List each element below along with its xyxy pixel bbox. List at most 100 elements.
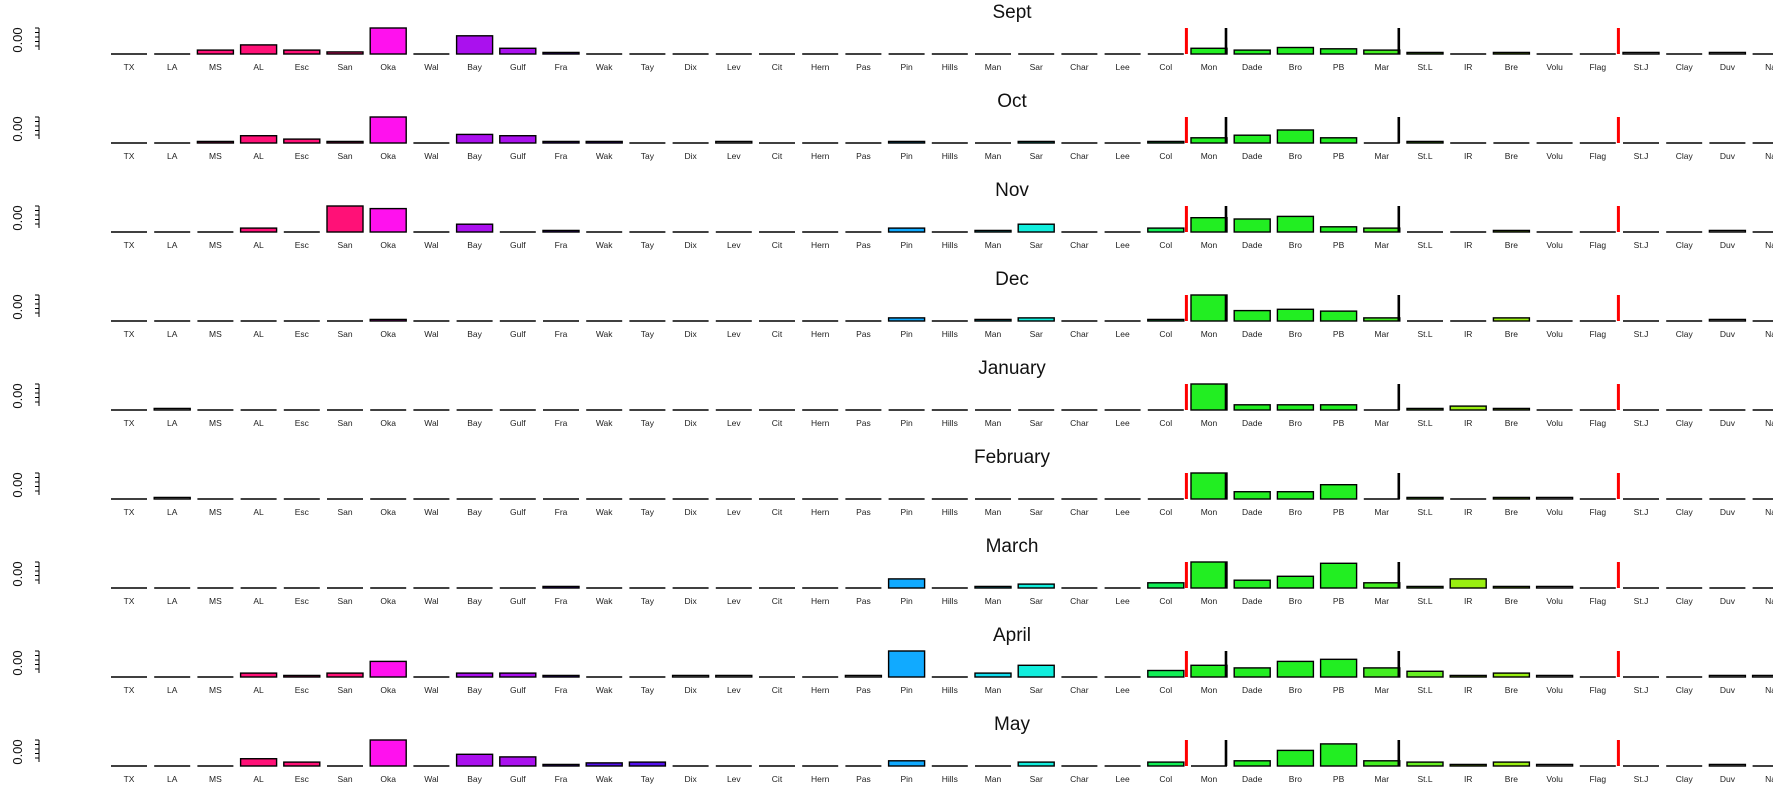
category-label: Esc [295,240,310,250]
category-label: Lev [727,685,741,695]
category-label: AL [253,62,264,72]
category-label: San [337,685,352,695]
category-label: IR [1464,596,1473,606]
category-label: Mar [1374,418,1389,428]
category-label: Esc [295,685,310,695]
bar-pb [1319,137,1358,144]
category-label: Bro [1289,418,1303,428]
bar-bay [455,133,494,144]
category-label: IR [1464,329,1473,339]
category-label: Bre [1505,596,1519,606]
category-label: Sar [1030,62,1043,72]
category-label: Pas [856,240,871,250]
category-label: Duv [1720,418,1736,428]
category-label: Bro [1289,240,1303,250]
category-label: Tay [641,596,655,606]
bar-col [1147,140,1185,144]
category-label: Bay [467,418,482,428]
category-label: TX [124,507,135,517]
bar-mar [1363,317,1401,322]
category-label: MS [209,685,222,695]
category-label: Na [1765,596,1773,606]
category-label: IR [1464,418,1473,428]
bar-dade [1233,667,1271,678]
bar-ir [1449,674,1487,678]
bar-dade [1233,309,1271,322]
bar-sar [1017,140,1055,144]
category-label: Man [985,774,1002,784]
bar-duv [1708,51,1747,55]
category-label: Bro [1289,596,1303,606]
category-label: Clay [1676,240,1694,250]
category-label: Flag [1590,418,1607,428]
category-label: IR [1464,774,1473,784]
bar-st.l [1406,407,1444,411]
bar-mon [1190,216,1228,233]
category-label: Sar [1030,151,1043,161]
bar-bro [1276,575,1315,589]
category-label: Dade [1242,774,1263,784]
bar-volu [1535,763,1574,767]
bar-al [239,758,278,767]
category-label: Esc [295,596,310,606]
category-label: Pin [900,596,913,606]
bar-sar [1017,583,1055,589]
category-label: MS [209,329,222,339]
bar-bro [1276,215,1315,233]
category-label: Dade [1242,240,1263,250]
bar-pb [1319,484,1358,500]
category-label: PB [1333,62,1345,72]
category-label: Pin [900,418,913,428]
category-label: Na [1765,329,1773,339]
bar-duv [1708,763,1747,767]
category-label: Bay [467,507,482,517]
category-label: PB [1333,151,1345,161]
category-label: IR [1464,62,1473,72]
category-label: IR [1464,240,1473,250]
category-label: Clay [1676,62,1694,72]
category-label: Pin [900,62,913,72]
category-label: Mar [1374,62,1389,72]
bar-al [239,227,278,233]
bar-bro [1276,129,1315,144]
panel-title: May [994,714,1030,735]
bar-mon [1190,561,1228,589]
y-tick-label: 0.00 [10,27,25,52]
category-label: Pin [900,240,913,250]
bar-san [326,51,364,55]
category-label: Mar [1374,151,1389,161]
category-label: St.L [1417,596,1432,606]
category-label: MS [209,151,222,161]
category-label: Flag [1590,151,1607,161]
bar-col [1147,227,1185,233]
category-label: San [337,507,352,517]
category-label: Fra [555,596,568,606]
bar-lev [715,140,753,144]
category-label: San [337,596,352,606]
bar-man [974,672,1012,678]
category-label: LA [167,774,178,784]
category-label: Dade [1242,329,1263,339]
y-tick-label: 0.00 [10,739,25,764]
bar-mar [1363,227,1401,233]
bar-wak [585,140,623,144]
panel-title: February [974,447,1051,468]
category-label: Man [985,685,1002,695]
category-label: TX [124,151,135,161]
category-label: San [337,329,352,339]
category-label: Gulf [510,507,526,517]
category-label: Oka [380,685,396,695]
panel-title: Sept [992,2,1032,23]
category-label: Dix [684,418,697,428]
bar-wak [585,762,623,767]
category-label: Bay [467,685,482,695]
category-label: Na [1765,774,1773,784]
category-label: Bro [1289,685,1303,695]
panel-dec: Dec 0.00 TX LA MS AL Esc San Oka Wal Bay Gulf Fra Wak… [10,269,1773,339]
category-label: Cit [772,151,783,161]
category-label: Bay [467,596,482,606]
bar-man [974,318,1012,322]
category-label: Fra [555,151,568,161]
category-label: Clay [1676,685,1694,695]
y-tick-label: 0.00 [10,472,25,497]
